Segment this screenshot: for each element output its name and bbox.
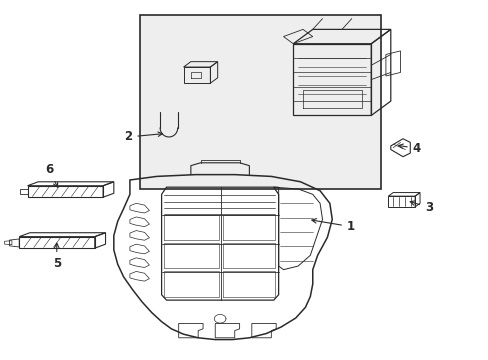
Text: 4: 4	[398, 142, 420, 155]
Text: 1: 1	[311, 219, 354, 233]
Text: 6: 6	[45, 163, 58, 187]
Text: 3: 3	[409, 201, 432, 214]
Bar	[140, 15, 380, 189]
Text: 5: 5	[53, 243, 61, 270]
Text: 2: 2	[124, 130, 162, 144]
